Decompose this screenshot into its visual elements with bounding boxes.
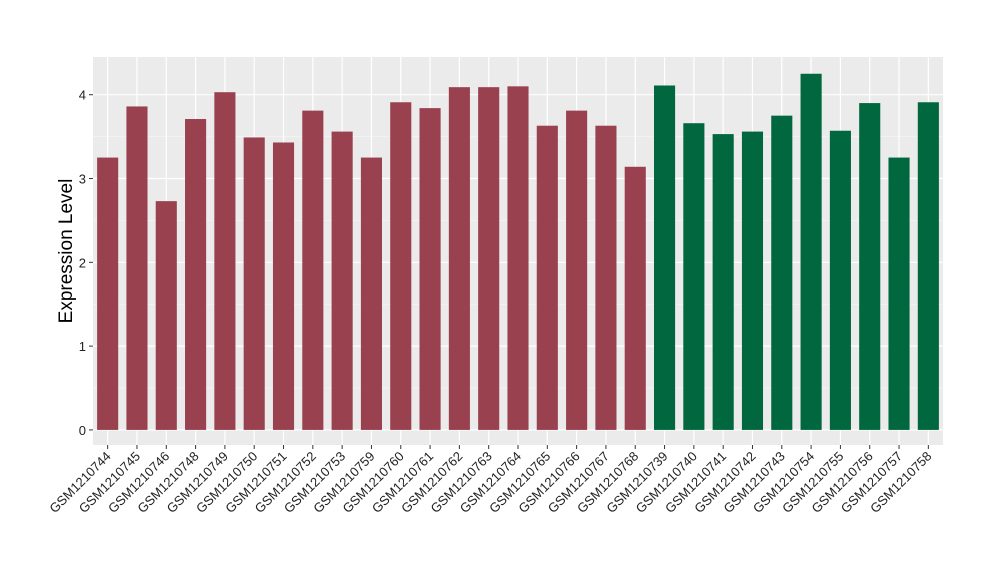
y-tick-label: 2 xyxy=(79,255,86,270)
y-tick-label: 1 xyxy=(79,339,86,354)
bar-GSM1210739 xyxy=(654,85,676,430)
y-tick-label: 0 xyxy=(79,423,86,438)
bar-GSM1210743 xyxy=(771,115,793,430)
bar-GSM1210765 xyxy=(536,125,558,430)
bar-GSM1210746 xyxy=(155,201,177,430)
bar-GSM1210768 xyxy=(624,166,646,430)
bar-GSM1210760 xyxy=(390,102,412,430)
bar-GSM1210761 xyxy=(419,108,441,430)
bar-GSM1210762 xyxy=(448,87,470,430)
bar-GSM1210741 xyxy=(712,134,734,430)
bar-GSM1210759 xyxy=(360,157,382,430)
bar-GSM1210742 xyxy=(741,131,764,430)
bar-GSM1210745 xyxy=(126,106,148,430)
y-axis-label: Expression Level xyxy=(56,179,77,324)
bar-GSM1210763 xyxy=(478,87,500,430)
y-tick-label: 3 xyxy=(79,172,86,187)
y-tick-label: 4 xyxy=(79,88,86,103)
bar-GSM1210753 xyxy=(331,131,353,430)
bar-GSM1210755 xyxy=(829,130,851,430)
bar-GSM1210758 xyxy=(917,102,939,430)
bar-GSM1210752 xyxy=(302,110,324,430)
bar-GSM1210744 xyxy=(97,157,119,430)
bar-GSM1210750 xyxy=(243,137,265,430)
bar-GSM1210751 xyxy=(272,142,295,430)
bar-GSM1210757 xyxy=(888,157,910,430)
bars xyxy=(97,73,939,430)
bar-GSM1210766 xyxy=(566,110,588,430)
bar-GSM1210754 xyxy=(800,73,822,430)
bar-GSM1210749 xyxy=(214,92,236,430)
bar-GSM1210764 xyxy=(507,86,529,430)
bar-GSM1210767 xyxy=(595,125,617,430)
bar-GSM1210740 xyxy=(683,123,705,430)
bar-GSM1210756 xyxy=(859,103,881,430)
bar-GSM1210748 xyxy=(185,119,207,430)
